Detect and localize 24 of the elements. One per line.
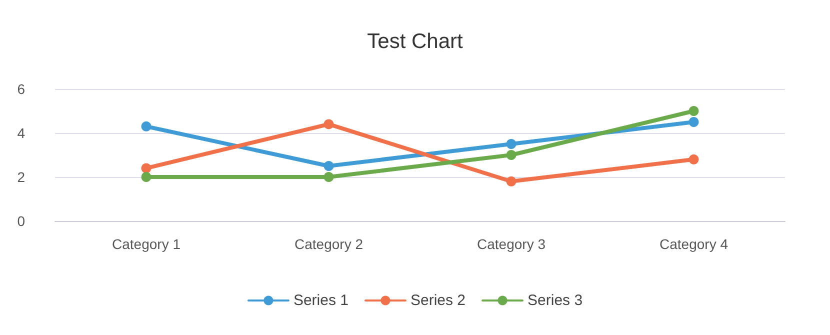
point bbox=[688, 154, 699, 164]
point bbox=[141, 163, 152, 174]
point bbox=[324, 172, 334, 182]
x-tick-label: Category 3 bbox=[477, 236, 546, 252]
point bbox=[506, 139, 516, 149]
legend-label: Series 2 bbox=[410, 292, 466, 309]
point bbox=[324, 119, 334, 130]
x-tick-label: Category 1 bbox=[112, 236, 181, 252]
legend-label: Series 1 bbox=[293, 292, 348, 309]
y-tick-label: 4 bbox=[17, 125, 26, 141]
x-tick-label: Category 2 bbox=[294, 236, 364, 252]
legend-label: Series 3 bbox=[528, 292, 583, 309]
point bbox=[688, 117, 699, 127]
point bbox=[688, 106, 699, 116]
point bbox=[141, 121, 152, 132]
point bbox=[506, 150, 516, 160]
x-tick-label: Category 4 bbox=[660, 236, 728, 252]
y-tick-label: 0 bbox=[17, 213, 26, 229]
chart-title: Test Chart bbox=[367, 30, 464, 53]
point bbox=[141, 172, 152, 182]
point bbox=[506, 176, 516, 186]
y-tick-label: 2 bbox=[17, 169, 26, 185]
point bbox=[324, 161, 334, 171]
y-tick-label: 6 bbox=[17, 81, 26, 97]
